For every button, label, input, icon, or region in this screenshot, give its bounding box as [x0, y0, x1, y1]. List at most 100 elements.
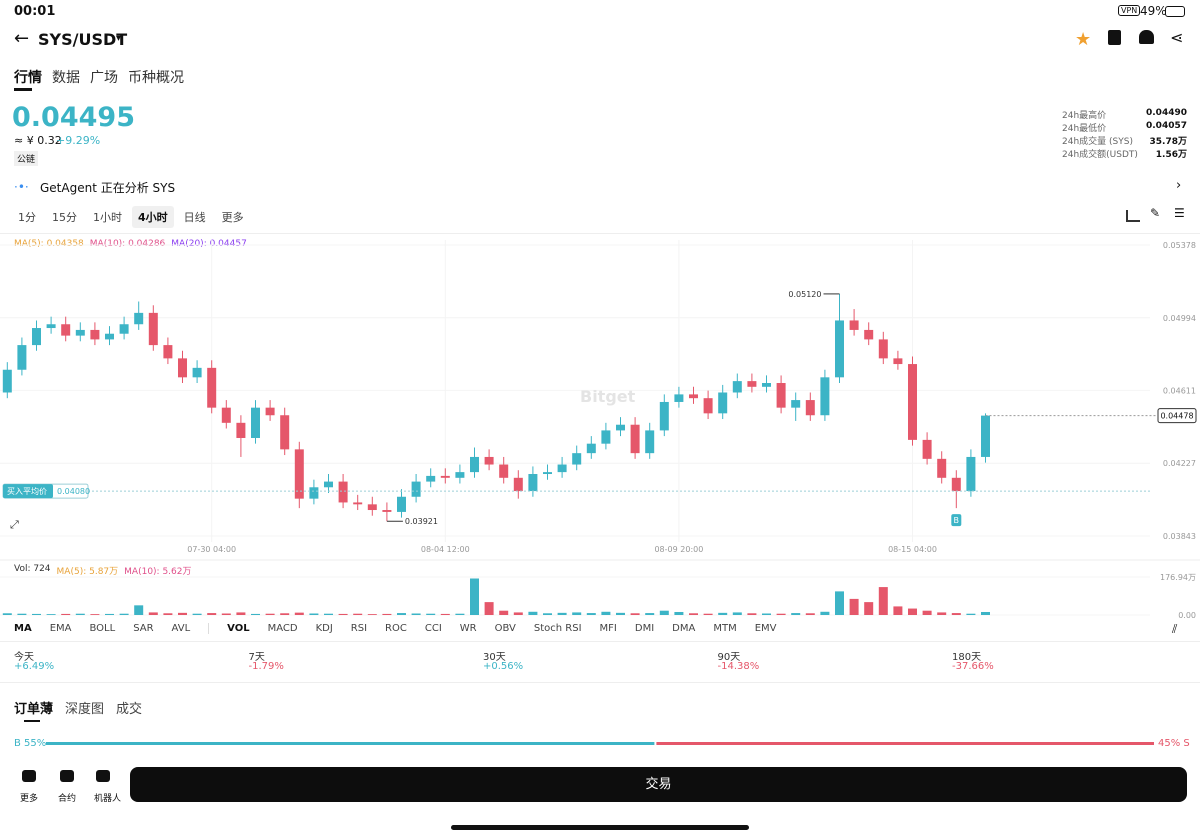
agent[interactable]: GetAgent 正在分析 SYS — [40, 181, 176, 195]
candle-body — [119, 324, 129, 334]
indicator[interactable]: MA — [14, 623, 32, 634]
indicator[interactable]: BOLL — [89, 623, 116, 634]
sell-ratio: 45% S — [1158, 738, 1190, 749]
indicator[interactable]: CCI — [424, 623, 442, 634]
indicator[interactable]: EMV — [754, 623, 777, 634]
indicator[interactable]: VOL — [227, 623, 250, 634]
tabs: 行情 数据 广场 币种概况 — [14, 67, 184, 87]
candle-body — [747, 381, 757, 387]
draw[interactable]: ✎ — [1150, 206, 1161, 220]
orderbook-tab[interactable]: 订单薄 — [14, 702, 54, 717]
candle-body — [338, 481, 348, 503]
volume-bar — [951, 613, 961, 615]
ma-label: MA(5): 0.04358 — [14, 239, 84, 249]
indicator[interactable]: OBV — [494, 623, 516, 634]
chart-type[interactable] — [1126, 210, 1140, 222]
interval[interactable]: 更多 — [221, 211, 244, 224]
candle-body — [440, 475, 450, 478]
divider — [0, 682, 1200, 683]
indicator[interactable]: MACD — [267, 623, 298, 634]
low-label: 0.03921 — [405, 517, 438, 526]
volume-bar — [46, 614, 56, 615]
pair-dropdown[interactable]: ▾ — [116, 33, 122, 44]
candle-body — [499, 464, 509, 478]
candle-body — [353, 502, 363, 505]
stat-row: 24h最低价 0.04057 — [1062, 121, 1187, 134]
book-icon[interactable] — [1108, 30, 1121, 45]
bottom-icon[interactable] — [22, 770, 36, 782]
divider — [0, 641, 1200, 642]
period: 今天 — [14, 652, 34, 663]
candle-body — [922, 439, 932, 459]
expand[interactable]: ⤢ — [10, 518, 19, 531]
volume-bar — [265, 613, 275, 615]
alert-icon[interactable] — [1139, 30, 1154, 44]
tab[interactable]: 广场 — [90, 70, 118, 86]
trade-button[interactable]: 交易 — [130, 767, 1187, 802]
candle-body — [732, 381, 742, 393]
interval[interactable]: 日线 — [183, 211, 206, 224]
candle-body — [470, 456, 479, 473]
period-change: +0.56% — [483, 661, 524, 672]
interval[interactable]: 15分 — [52, 211, 77, 224]
bottom-label[interactable]: 合约 — [58, 794, 77, 804]
indicator[interactable]: AVL — [171, 623, 191, 634]
vol-label: Vol: 724 — [14, 564, 51, 574]
indicator-settings[interactable]: ⫽ — [1172, 622, 1178, 636]
volume-bar — [528, 611, 538, 615]
back[interactable]: ← — [14, 28, 30, 49]
candle-body — [674, 394, 684, 402]
candle-body — [893, 358, 903, 365]
indicator[interactable]: MTM — [713, 623, 737, 634]
orderbook-tab[interactable]: 成交 — [116, 702, 143, 717]
indicator[interactable]: WR — [459, 623, 477, 634]
volume-bar — [689, 613, 698, 615]
interval[interactable]: 4小时 — [132, 206, 174, 228]
volume-bar — [937, 612, 947, 615]
orderbook-tab[interactable]: 深度图 — [65, 702, 105, 717]
pair[interactable]: SYS/USDT — [38, 30, 128, 49]
favorite[interactable]: ★ — [1075, 29, 1092, 50]
last-price-box — [1157, 408, 1197, 424]
volume-bar — [251, 613, 260, 615]
buy-bar — [46, 742, 655, 745]
stat-label: 24h成交额(USDT) — [1062, 150, 1138, 160]
bottom-icon[interactable] — [96, 770, 110, 782]
interval[interactable]: 1小时 — [93, 211, 122, 224]
indicator[interactable]: SAR — [133, 623, 154, 634]
bottom-label[interactable]: 更多 — [20, 794, 39, 804]
bottom-icon[interactable] — [60, 770, 74, 782]
tab[interactable]: 币种概况 — [128, 70, 184, 86]
period-change: -37.66% — [952, 661, 994, 672]
candle-body — [105, 333, 114, 340]
indicator[interactable]: KDJ — [315, 623, 333, 634]
avg-buy-value: 0.04080 — [57, 487, 90, 496]
settings[interactable]: ☰ — [1174, 206, 1185, 220]
share[interactable]: ⋖ — [1170, 28, 1184, 47]
interval[interactable]: 1分 — [18, 211, 36, 224]
candle-body — [601, 430, 611, 444]
tab[interactable]: 数据 — [52, 70, 80, 86]
battery: 49% — [1140, 4, 1167, 18]
volume-bar — [499, 610, 509, 615]
tab-underline — [14, 88, 32, 91]
cny-price: ≈ ¥ 0.32 — [14, 134, 62, 147]
indicator[interactable]: EMA — [49, 623, 72, 634]
candle-body — [17, 345, 27, 370]
high-label: 0.05120 — [788, 290, 821, 299]
indicator[interactable]: DMA — [672, 623, 696, 634]
indicator[interactable]: DMI — [634, 623, 655, 634]
candle-body — [966, 456, 976, 492]
volume-bar — [32, 613, 41, 615]
indicator[interactable]: RSI — [350, 623, 368, 634]
indicator[interactable]: Stoch RSI — [533, 623, 582, 634]
divider — [0, 233, 1200, 234]
bottom-label[interactable]: 机器人 — [94, 794, 122, 804]
tab[interactable]: 行情 — [14, 70, 42, 86]
candle-body — [236, 422, 246, 438]
indicator[interactable]: ROC — [385, 623, 407, 634]
indicator[interactable]: MFI — [599, 623, 617, 634]
chevron[interactable]: › — [1176, 178, 1182, 193]
